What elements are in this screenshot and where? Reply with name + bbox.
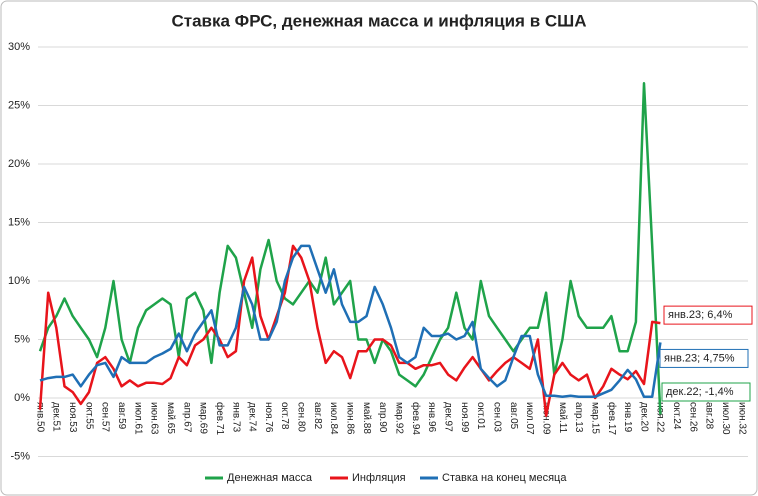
x-tick-label: апр.67 <box>181 402 192 433</box>
annotation-box <box>661 382 751 402</box>
x-tick-label: май.11 <box>557 402 568 434</box>
y-tick-label: 5% <box>14 333 30 345</box>
x-tick-label: июл.84 <box>328 402 339 435</box>
annotation: янв.23; 4,75% <box>664 352 735 364</box>
x-tick-label: сен.26 <box>687 402 698 432</box>
x-tick-label: дек.97 <box>442 402 453 432</box>
x-tick-label: янв.50 <box>34 402 45 433</box>
legend-label: Ставка на конец месяца <box>442 472 567 484</box>
x-tick-label: авг.59 <box>116 402 127 430</box>
x-tick-label: окт.24 <box>671 402 682 430</box>
y-tick-label: -5% <box>10 450 30 462</box>
x-tick-label: май.65 <box>165 402 176 434</box>
annotation: янв.23; 6,4% <box>668 309 733 321</box>
x-tick-label: мар.92 <box>394 402 405 434</box>
x-tick-label: июн.86 <box>345 402 356 435</box>
y-tick-label: 30% <box>8 41 30 53</box>
x-tick-label: сен.57 <box>100 402 111 432</box>
x-tick-label: окт.55 <box>83 402 94 430</box>
chart-title: Ставка ФРС, денежная масса и инфляция в … <box>171 11 586 30</box>
series-line <box>38 244 661 417</box>
x-tick-label: сен.80 <box>296 402 307 432</box>
x-tick-label: янв.73 <box>230 402 241 433</box>
x-tick-label: июл.61 <box>132 402 143 435</box>
x-tick-label: дек.51 <box>51 402 62 432</box>
x-tick-label: дек.74 <box>247 402 258 432</box>
x-tick-label: ноя.76 <box>263 402 274 433</box>
x-tick-label: фев.17 <box>606 402 618 435</box>
x-tick-label: окт.01 <box>475 402 486 430</box>
x-tick-label: янв.96 <box>426 402 437 433</box>
legend-label: Денежная масса <box>227 472 313 484</box>
x-tick-label: авг.05 <box>508 402 519 430</box>
x-tick-label: июн.32 <box>736 402 747 435</box>
x-tick-label: мар.15 <box>589 402 600 434</box>
x-tick-label: ноя.53 <box>67 402 78 433</box>
annotation-box <box>663 305 753 325</box>
x-tick-label: май.88 <box>361 402 372 434</box>
x-tick-label: авг.82 <box>312 402 323 430</box>
x-tick-label: янв.19 <box>622 402 633 433</box>
x-tick-label: фев.94 <box>410 402 422 435</box>
x-tick-label: авг.28 <box>704 402 715 430</box>
x-tick-label: ноя.22 <box>655 402 666 433</box>
y-tick-label: 10% <box>8 275 30 287</box>
x-tick-label: июн.63 <box>149 402 160 435</box>
y-tick-label: 25% <box>8 99 30 111</box>
series-line <box>39 244 662 399</box>
x-tick-label: сен.03 <box>491 402 502 432</box>
x-tick-label: июл.30 <box>720 402 731 435</box>
annotation: дек.22; -1,4% <box>666 386 734 398</box>
y-tick-label: 15% <box>8 216 30 228</box>
legend-label: Инфляция <box>352 472 406 484</box>
annotation-box <box>659 348 749 368</box>
x-tick-label: мар.69 <box>198 402 209 434</box>
x-tick-label: апр.90 <box>377 402 388 433</box>
series-line <box>38 82 662 415</box>
x-tick-label: ноя.99 <box>459 402 470 433</box>
x-tick-label: окт.78 <box>279 402 290 430</box>
x-tick-label: апр.13 <box>573 402 584 433</box>
x-tick-label: дек.20 <box>638 402 649 432</box>
x-tick-label: июл.07 <box>524 402 535 435</box>
y-tick-label: 0% <box>14 392 30 404</box>
x-tick-label: фев.71 <box>214 402 226 435</box>
x-tick-label: июн.09 <box>540 402 551 435</box>
y-tick-label: 20% <box>8 158 30 170</box>
